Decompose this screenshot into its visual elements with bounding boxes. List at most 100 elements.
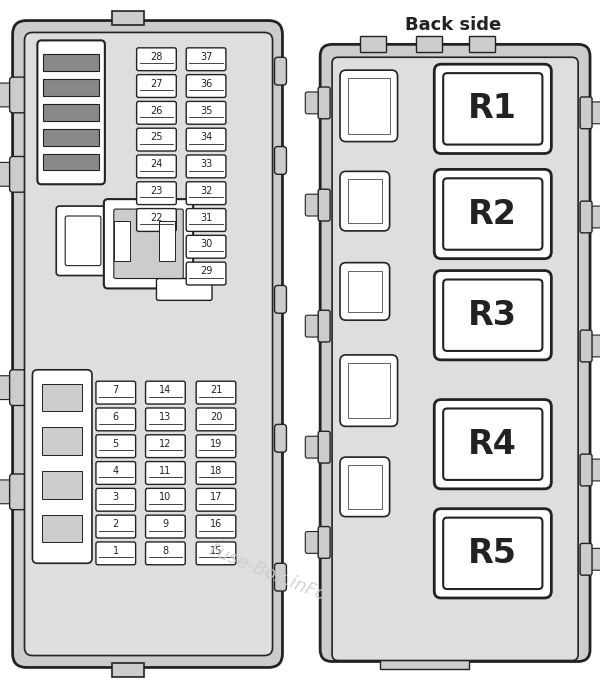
FancyBboxPatch shape — [137, 209, 176, 232]
FancyBboxPatch shape — [340, 70, 398, 142]
Text: 34: 34 — [200, 133, 212, 142]
Bar — [348, 179, 382, 223]
FancyBboxPatch shape — [186, 128, 226, 151]
FancyBboxPatch shape — [114, 209, 183, 278]
Text: 11: 11 — [159, 466, 172, 475]
Text: 20: 20 — [210, 412, 222, 422]
Text: 19: 19 — [210, 439, 222, 449]
Text: 37: 37 — [200, 52, 212, 62]
Bar — [112, 664, 143, 677]
Text: 14: 14 — [159, 385, 172, 395]
FancyBboxPatch shape — [0, 376, 11, 400]
Text: 2: 2 — [113, 519, 119, 529]
FancyBboxPatch shape — [580, 330, 592, 362]
Text: R5: R5 — [469, 537, 517, 570]
FancyBboxPatch shape — [590, 459, 600, 481]
FancyBboxPatch shape — [196, 435, 236, 458]
FancyBboxPatch shape — [104, 199, 193, 289]
FancyBboxPatch shape — [196, 542, 236, 565]
Bar — [160, 221, 175, 260]
FancyBboxPatch shape — [146, 381, 185, 404]
Bar — [43, 427, 82, 455]
FancyBboxPatch shape — [590, 206, 600, 228]
Bar — [43, 383, 82, 412]
FancyBboxPatch shape — [10, 474, 25, 510]
FancyBboxPatch shape — [96, 462, 136, 484]
Text: 7: 7 — [113, 385, 119, 395]
Bar — [114, 221, 130, 260]
Text: R3: R3 — [469, 299, 517, 332]
FancyBboxPatch shape — [340, 171, 389, 231]
FancyBboxPatch shape — [196, 488, 236, 511]
FancyBboxPatch shape — [196, 381, 236, 404]
Text: 4: 4 — [113, 466, 119, 475]
Text: Fuse-Box.inFo: Fuse-Box.inFo — [206, 541, 329, 605]
FancyBboxPatch shape — [590, 335, 600, 357]
Text: 5: 5 — [113, 439, 119, 449]
Text: 13: 13 — [159, 412, 172, 422]
FancyBboxPatch shape — [318, 431, 330, 463]
FancyBboxPatch shape — [10, 77, 25, 113]
Text: 18: 18 — [210, 466, 222, 475]
FancyBboxPatch shape — [137, 102, 176, 124]
Text: R1: R1 — [469, 92, 517, 125]
FancyBboxPatch shape — [186, 102, 226, 124]
FancyBboxPatch shape — [434, 64, 551, 153]
FancyBboxPatch shape — [580, 201, 592, 233]
FancyBboxPatch shape — [37, 41, 105, 184]
FancyBboxPatch shape — [443, 280, 542, 351]
Text: 15: 15 — [210, 546, 222, 556]
FancyBboxPatch shape — [137, 182, 176, 205]
FancyBboxPatch shape — [332, 57, 578, 660]
FancyBboxPatch shape — [580, 543, 592, 575]
Text: R2: R2 — [469, 198, 517, 231]
FancyBboxPatch shape — [305, 92, 319, 114]
FancyBboxPatch shape — [340, 262, 389, 320]
FancyBboxPatch shape — [340, 457, 389, 517]
Bar — [348, 465, 382, 508]
FancyBboxPatch shape — [146, 542, 185, 565]
Bar — [43, 153, 99, 170]
Text: 25: 25 — [150, 133, 163, 142]
Bar — [469, 36, 495, 52]
FancyBboxPatch shape — [590, 548, 600, 570]
FancyBboxPatch shape — [13, 21, 283, 668]
FancyBboxPatch shape — [96, 408, 136, 431]
FancyBboxPatch shape — [443, 179, 542, 250]
Text: 22: 22 — [150, 213, 163, 223]
FancyBboxPatch shape — [137, 155, 176, 178]
FancyBboxPatch shape — [0, 83, 11, 107]
Text: 26: 26 — [150, 106, 163, 115]
Text: 27: 27 — [150, 79, 163, 89]
FancyBboxPatch shape — [137, 75, 176, 98]
FancyBboxPatch shape — [137, 48, 176, 71]
FancyBboxPatch shape — [434, 170, 551, 259]
Text: Back side: Back side — [405, 16, 501, 34]
Bar — [348, 363, 389, 418]
Text: 33: 33 — [200, 159, 212, 169]
Text: 8: 8 — [163, 546, 169, 556]
FancyBboxPatch shape — [146, 515, 185, 538]
Bar — [43, 104, 99, 121]
Bar — [43, 128, 99, 146]
FancyBboxPatch shape — [0, 480, 11, 504]
FancyBboxPatch shape — [186, 48, 226, 71]
FancyBboxPatch shape — [434, 271, 551, 360]
FancyBboxPatch shape — [56, 206, 110, 275]
FancyBboxPatch shape — [146, 462, 185, 484]
Text: 24: 24 — [150, 159, 163, 169]
Bar — [348, 78, 389, 134]
FancyBboxPatch shape — [580, 97, 592, 128]
FancyBboxPatch shape — [305, 315, 319, 337]
FancyBboxPatch shape — [196, 462, 236, 484]
FancyBboxPatch shape — [275, 146, 286, 174]
FancyBboxPatch shape — [443, 409, 542, 480]
Bar — [360, 36, 386, 52]
FancyBboxPatch shape — [443, 517, 542, 589]
FancyBboxPatch shape — [186, 182, 226, 205]
Text: 31: 31 — [200, 213, 212, 223]
Text: 21: 21 — [210, 385, 222, 395]
FancyBboxPatch shape — [32, 370, 92, 563]
FancyBboxPatch shape — [186, 262, 226, 285]
FancyBboxPatch shape — [186, 236, 226, 258]
